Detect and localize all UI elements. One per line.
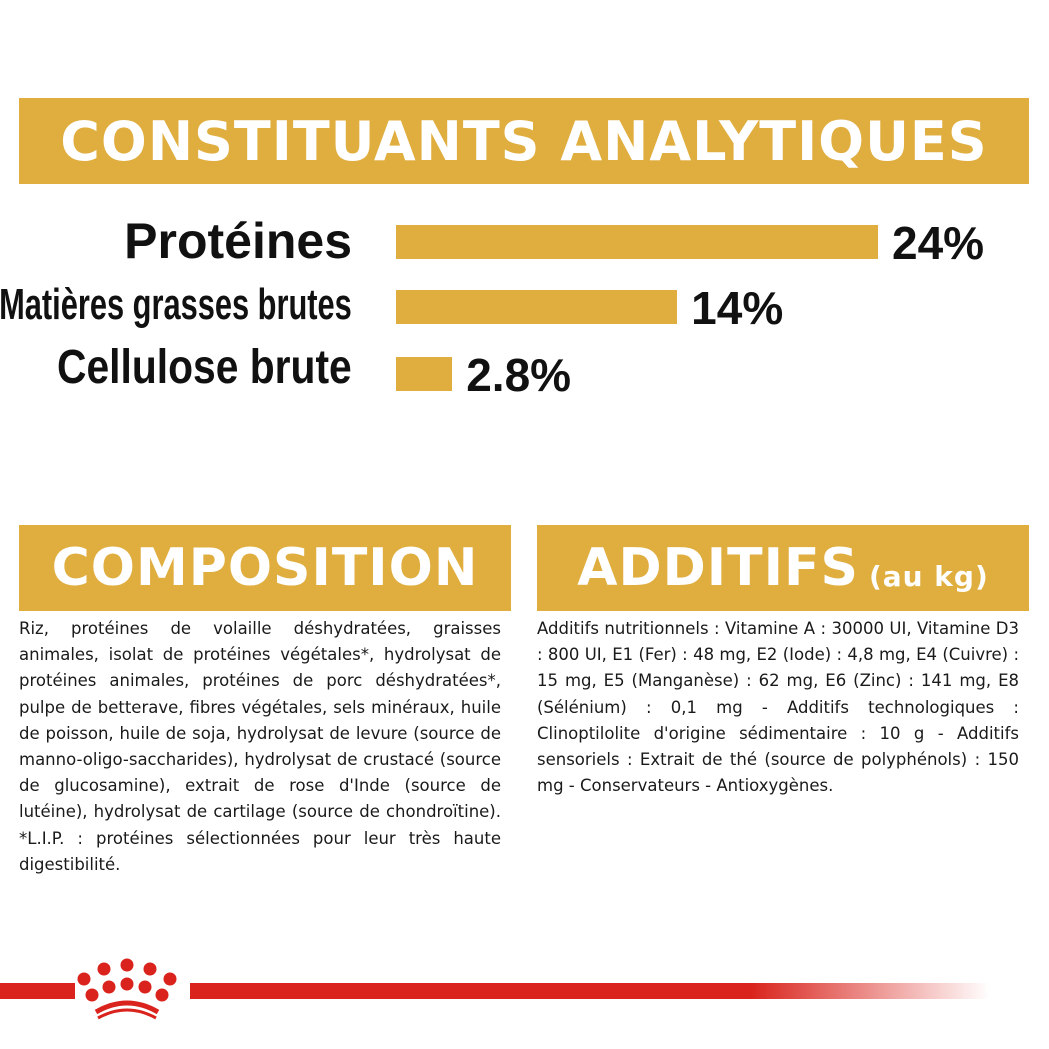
additives-title-banner: ADDITIFS (au kg)	[537, 525, 1029, 611]
row-label: Matières grasses brutes	[0, 280, 352, 329]
analytical-row-fat: Matières grasses brutes 14%	[0, 278, 1049, 338]
value-bar	[396, 290, 678, 324]
row-label: Protéines	[124, 213, 352, 269]
value-bar	[396, 225, 878, 259]
row-label: Cellulose brute	[57, 341, 352, 394]
brand-stripe-left	[0, 983, 75, 999]
additives-text: Additifs nutritionnels : Vitamine A : 30…	[537, 619, 1019, 796]
composition-title-banner: COMPOSITION	[19, 525, 511, 611]
analytical-row-fiber: Cellulose brute 2.8%	[0, 340, 1049, 401]
analytical-title: CONSTITUANTS ANALYTIQUES	[60, 109, 988, 173]
additives-title: ADDITIFS	[577, 538, 859, 598]
composition-text: Riz, protéines de volaille déshydratées,…	[19, 619, 501, 874]
value-bar	[396, 357, 453, 391]
analytical-row-proteins: Protéines 24%	[0, 212, 1049, 272]
brand-stripe-right	[190, 983, 990, 999]
row-value: 24%	[892, 217, 985, 269]
additives-subtitle: (au kg)	[868, 560, 989, 593]
composition-title: COMPOSITION	[51, 538, 479, 598]
analytical-title-banner: CONSTITUANTS ANALYTIQUES	[19, 98, 1029, 184]
row-value: 14%	[691, 282, 784, 334]
crown-logo-icon	[77, 958, 177, 1020]
row-value: 2.8%	[466, 349, 572, 401]
